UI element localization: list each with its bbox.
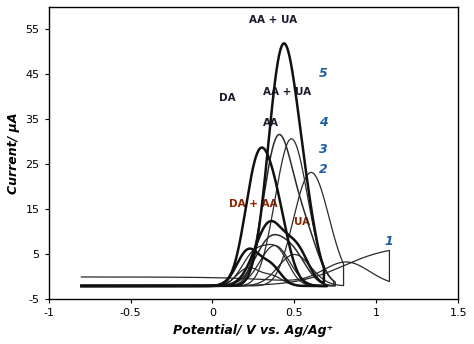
Text: AA + UA: AA + UA: [263, 87, 311, 97]
Text: 2: 2: [319, 163, 328, 176]
Y-axis label: Current/ μA: Current/ μA: [7, 112, 20, 194]
Text: AA + UA: AA + UA: [248, 15, 297, 25]
Text: 5: 5: [319, 67, 328, 80]
Text: AA: AA: [263, 118, 279, 128]
Text: DA + AA: DA + AA: [229, 199, 277, 209]
Text: 4: 4: [319, 116, 328, 129]
X-axis label: Potential/ V vs. Ag/Ag⁺: Potential/ V vs. Ag/Ag⁺: [173, 324, 334, 337]
Text: DA: DA: [219, 94, 236, 104]
Text: UA: UA: [294, 217, 310, 227]
Text: 1: 1: [384, 235, 393, 248]
Text: 3: 3: [319, 143, 328, 156]
